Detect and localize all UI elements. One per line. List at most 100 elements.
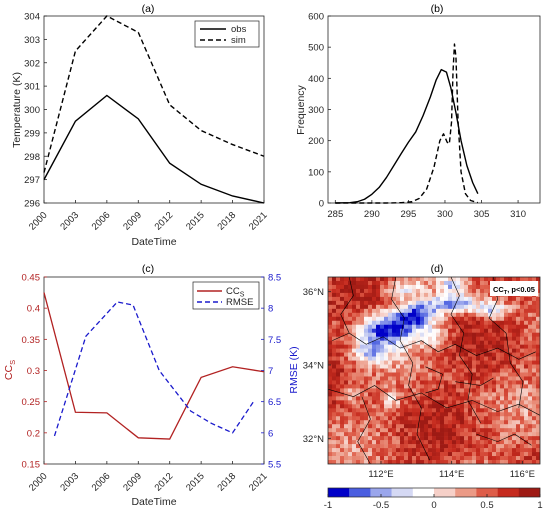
heatmap-cell — [460, 460, 465, 464]
heatmap-cell — [440, 284, 445, 290]
heatmap-cell — [504, 372, 509, 377]
heatmap-cell — [348, 416, 353, 421]
heatmap-cell — [436, 336, 441, 341]
heatmap-cell — [348, 460, 353, 464]
heatmap-cell — [508, 364, 513, 369]
heatmap-cell — [496, 312, 501, 318]
heatmap-cell — [380, 400, 385, 405]
heatmap-cell — [512, 344, 517, 349]
heatmap-cell — [400, 428, 405, 433]
heatmap-cell — [532, 388, 537, 393]
heatmap-cell — [472, 304, 477, 310]
heatmap-cell — [432, 320, 437, 326]
heatmap-cell — [392, 380, 397, 385]
heatmap-cell — [384, 444, 389, 449]
heatmap-cell — [460, 384, 465, 389]
heatmap-cell — [484, 420, 489, 425]
heatmap-cell — [404, 280, 409, 286]
heatmap-cell — [352, 320, 357, 326]
y-tick-label: 300 — [308, 105, 324, 116]
heatmap-cell — [392, 452, 397, 457]
heatmap-cell — [328, 444, 333, 449]
heatmap-cell — [396, 412, 401, 417]
heatmap-cell — [328, 404, 333, 409]
heatmap-cell — [396, 348, 401, 353]
heatmap-cell — [464, 277, 469, 282]
heatmap-cell — [524, 408, 529, 413]
heatmap-cell — [464, 448, 469, 453]
heatmap-cell — [352, 360, 357, 365]
heatmap-cell — [416, 436, 421, 441]
heatmap-cell — [512, 456, 517, 461]
heatmap-cell — [400, 320, 405, 326]
heatmap-cell — [380, 376, 385, 381]
heatmap-cell — [472, 404, 477, 409]
heatmap-cell — [464, 304, 469, 310]
heatmap-cell — [348, 444, 353, 449]
heatmap-cell — [492, 388, 497, 393]
y-tick-label-left: 0.2 — [27, 428, 40, 439]
heatmap-cell — [360, 288, 365, 294]
heatmap-cell — [396, 404, 401, 409]
heatmap-cell — [340, 336, 345, 341]
heatmap-cell — [496, 360, 501, 365]
heatmap-cell — [508, 460, 513, 464]
heatmap-cell — [444, 384, 449, 389]
heatmap-cell — [504, 344, 509, 349]
heatmap-cell — [468, 420, 473, 425]
heatmap-cell — [468, 460, 473, 464]
heatmap-cell — [412, 304, 417, 310]
heatmap-cell — [488, 452, 493, 457]
heatmap-cell — [516, 448, 521, 453]
heatmap-cell — [524, 360, 529, 365]
heatmap-cell — [328, 308, 333, 314]
heatmap-cell — [412, 404, 417, 409]
heatmap-cell — [532, 368, 537, 373]
panel-d-ticks: 112°E 114°E 116°E32°N34°N36°N — [303, 287, 535, 480]
heatmap-cell — [360, 380, 365, 385]
heatmap-cell — [464, 432, 469, 437]
heatmap-cell — [348, 348, 353, 353]
heatmap-cell — [396, 436, 401, 441]
heatmap-cell — [500, 384, 505, 389]
heatmap-cell — [488, 392, 493, 397]
heatmap-cell — [464, 308, 469, 314]
heatmap-cell — [472, 396, 477, 401]
heatmap-cell — [440, 312, 445, 318]
heatmap-cell — [416, 404, 421, 409]
heatmap-cell — [332, 452, 337, 457]
heatmap-cell — [524, 368, 529, 373]
heatmap-cell — [384, 300, 389, 306]
heatmap-cell — [372, 344, 377, 349]
heatmap-cell — [508, 308, 513, 314]
heatmap-cell — [524, 432, 529, 437]
heatmap-cell — [476, 292, 481, 298]
heatmap-cell — [492, 352, 497, 357]
heatmap-cell — [488, 344, 493, 349]
heatmap-cell — [340, 424, 345, 429]
heatmap-cell — [352, 348, 357, 353]
heatmap-cell — [408, 452, 413, 457]
heatmap-cell — [368, 444, 373, 449]
heatmap-cell — [424, 436, 429, 441]
heatmap-cell — [352, 284, 357, 290]
heatmap-cell — [392, 344, 397, 349]
heatmap-cell — [512, 348, 517, 353]
heatmap-cell — [344, 376, 349, 381]
heatmap-cell — [368, 320, 373, 326]
heatmap-cell — [356, 396, 361, 401]
heatmap-cell — [536, 448, 540, 453]
heatmap-cell — [472, 296, 477, 302]
heatmap-cell — [532, 308, 537, 314]
heatmap-cell — [408, 292, 413, 298]
heatmap-cell — [352, 364, 357, 369]
heatmap-cell — [460, 424, 465, 429]
heatmap-cell — [400, 444, 405, 449]
heatmap-cell — [512, 376, 517, 381]
heatmap-cell — [464, 408, 469, 413]
heatmap-cell — [476, 420, 481, 425]
heatmap-cell — [436, 372, 441, 377]
heatmap-cell — [340, 312, 345, 318]
heatmap-cell — [472, 400, 477, 405]
heatmap-cell — [464, 340, 469, 345]
